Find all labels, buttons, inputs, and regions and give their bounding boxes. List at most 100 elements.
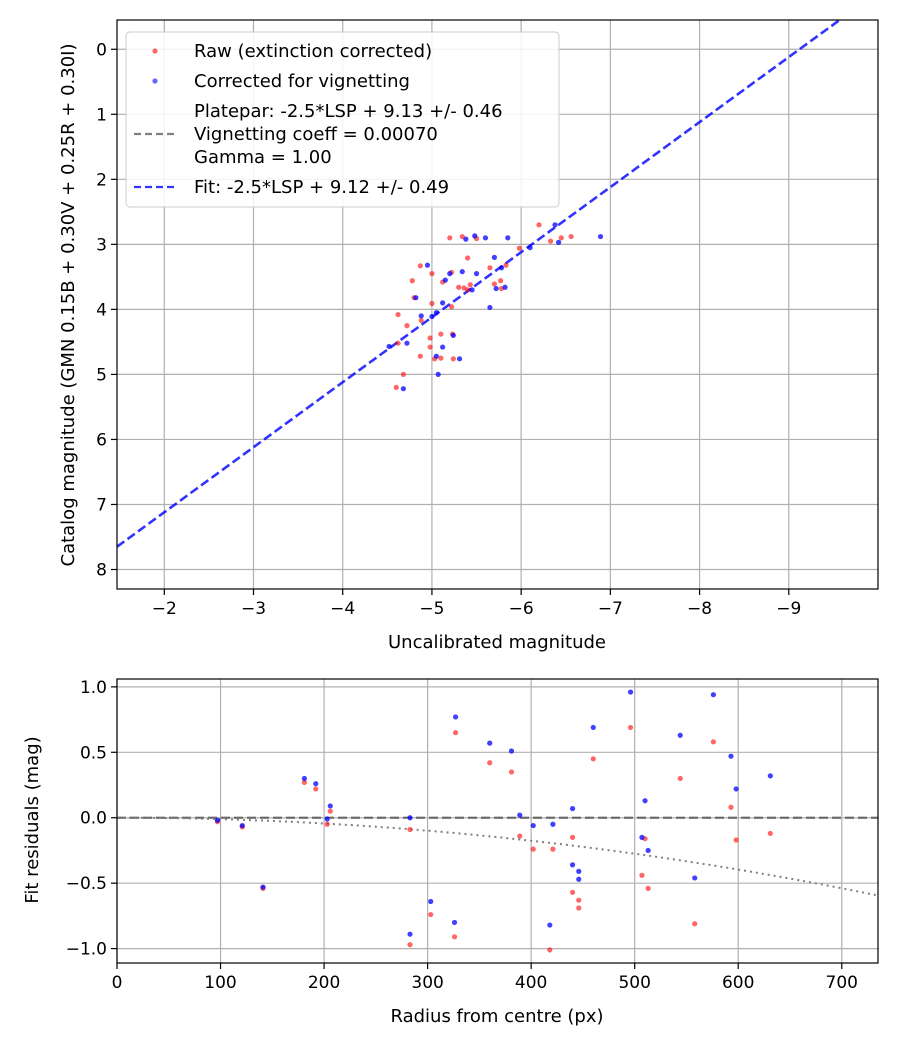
top-point-corrected <box>487 304 493 311</box>
bottom-point-corrected <box>550 821 556 827</box>
bottom-y-tick-label: −0.5 <box>66 874 107 894</box>
top-point-raw <box>417 353 423 359</box>
top-point-raw <box>450 356 456 362</box>
bottom-point-raw <box>451 934 458 940</box>
top-x-tick-label: −7 <box>598 599 623 619</box>
vignetting-curve <box>117 816 879 897</box>
top-point-raw <box>456 284 462 290</box>
legend-label-vignetting: Vignetting coeff = 0.00070 <box>194 124 438 145</box>
top-point-raw <box>491 281 497 287</box>
top-point-corrected <box>429 313 435 320</box>
legend-label-raw: Raw (extinction corrected) <box>194 41 432 62</box>
bottom-point-corrected <box>576 868 582 874</box>
top-point-raw <box>404 323 410 329</box>
top-point-corrected <box>498 265 505 271</box>
bottom-point-corrected <box>677 732 683 738</box>
bottom-point-corrected <box>313 781 319 787</box>
top-point-corrected <box>527 245 533 251</box>
top-y-tick-label: 6 <box>96 430 107 450</box>
bottom-x-tick-label: 400 <box>515 973 547 993</box>
top-point-raw <box>467 282 473 288</box>
top-y-tick-label: 8 <box>96 560 107 580</box>
top-point-raw <box>465 255 471 261</box>
top-point-raw <box>393 384 399 391</box>
bottom-point-corrected <box>547 922 553 928</box>
bottom-point-corrected <box>639 834 645 840</box>
top-point-corrected <box>450 332 456 338</box>
bottom-y-tick-label: 0.0 <box>80 809 107 829</box>
top-y-tick-label: 7 <box>96 495 107 515</box>
bottom-point-raw <box>733 837 739 843</box>
legend-marker-raw <box>152 48 158 54</box>
bottom-point-corrected <box>733 786 739 792</box>
bottom-point-corrected <box>590 724 596 731</box>
bottom-x-tick-label: 200 <box>308 973 340 993</box>
bottom-point-corrected <box>767 773 773 779</box>
top-point-raw <box>516 245 522 251</box>
top-axes-frame <box>116 19 879 590</box>
bottom-point-corrected <box>452 714 459 720</box>
top-point-corrected <box>472 233 478 239</box>
top-point-corrected <box>386 343 392 350</box>
bottom-point-raw <box>576 905 582 911</box>
bottom-point-corrected <box>642 798 648 804</box>
bottom-x-tick-label: 100 <box>204 973 236 993</box>
top-y-tick-label: 5 <box>96 365 107 385</box>
bottom-axes-frame <box>116 678 879 964</box>
bottom-point-corrected <box>517 812 523 818</box>
legend-label-gamma: Gamma = 1.00 <box>194 147 332 168</box>
top-point-raw <box>409 278 415 284</box>
top-x-axis-label: Uncalibrated magnitude <box>388 632 606 653</box>
top-point-corrected <box>440 300 446 306</box>
top-x-tick-label: −3 <box>241 599 266 619</box>
bottom-grid <box>116 679 878 963</box>
top-point-raw <box>427 335 433 341</box>
top-point-corrected <box>463 236 469 242</box>
bottom-point-corrected <box>627 689 634 695</box>
bottom-point-raw <box>677 775 683 782</box>
top-point-corrected <box>556 239 562 245</box>
bottom-point-corrected <box>487 740 493 746</box>
top-legend: Raw (extinction corrected) Corrected for… <box>125 31 560 208</box>
bottom-point-corrected <box>569 862 576 868</box>
top-point-raw <box>487 265 493 271</box>
bottom-point-raw <box>692 921 698 927</box>
bottom-y-tick-label: 0.5 <box>80 743 107 763</box>
top-point-raw <box>447 235 453 241</box>
top-point-raw <box>459 233 465 240</box>
bottom-x-tick-label: 500 <box>618 973 650 993</box>
bottom-point-corrected <box>576 876 582 882</box>
bottom-y-tick-label: 1.0 <box>80 678 107 698</box>
top-point-raw <box>395 311 401 318</box>
bottom-point-raw <box>487 760 493 766</box>
top-point-raw <box>427 344 433 350</box>
bottom-point-corrected <box>692 875 698 881</box>
bottom-x-tick-label: 0 <box>112 973 123 993</box>
top-point-raw <box>465 287 471 293</box>
top-y-tick-label: 3 <box>96 235 107 255</box>
top-y-tick-label: 1 <box>96 105 107 125</box>
bottom-point-corrected <box>428 898 434 905</box>
bottom-point-raw <box>327 808 333 814</box>
bottom-point-raw <box>550 846 556 852</box>
bottom-point-raw <box>313 786 319 792</box>
bottom-point-raw <box>452 730 459 736</box>
bottom-point-raw <box>517 833 523 839</box>
bottom-point-corrected <box>324 816 330 822</box>
bottom-point-raw <box>407 942 413 948</box>
bottom-point-raw <box>569 889 576 895</box>
top-point-raw <box>558 235 564 241</box>
top-y-tick-label: 0 <box>96 40 107 60</box>
residuals-scatter-chart: 0 100 200 300 400 500 600 7001.00.50.0−0.5−1.0 … <box>22 678 879 1027</box>
bottom-point-corrected <box>710 692 716 698</box>
top-point-corrected <box>552 222 558 228</box>
bottom-point-raw <box>301 779 308 785</box>
top-point-corrected <box>491 254 497 260</box>
fit-line <box>116 18 841 548</box>
top-y-tick-label: 4 <box>96 300 107 320</box>
calibration-scatter-chart: −2 −3 −4 −5 −6 −7 −8 −9 0 1 2 3 4 5 6 7 8 Uncalibrated m… <box>58 18 879 653</box>
top-x-tick-label: −9 <box>776 599 801 619</box>
top-point-raw <box>503 262 509 268</box>
bottom-x-tick-label: 700 <box>826 973 858 993</box>
bottom-point-corrected <box>508 748 515 754</box>
